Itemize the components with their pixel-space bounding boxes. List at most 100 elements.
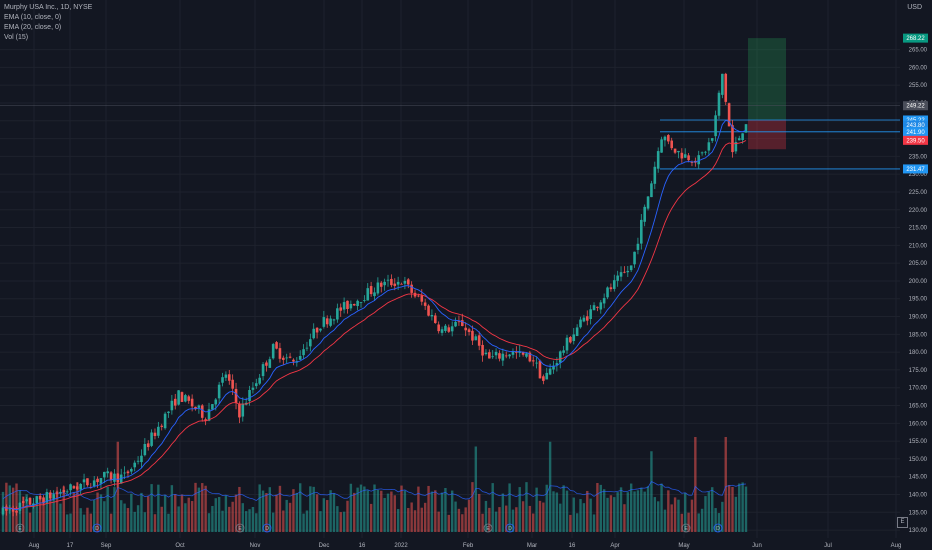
candle-body	[498, 353, 501, 359]
y-tick-label: 255.00	[909, 83, 928, 89]
candle-body	[714, 115, 717, 137]
volume-bar	[322, 498, 326, 532]
volume-bar	[606, 497, 609, 532]
volume-bar	[285, 499, 288, 532]
volume-bar	[241, 503, 244, 532]
volume-bar	[315, 494, 319, 532]
volume-bar	[565, 490, 569, 532]
volume-bar	[498, 507, 501, 532]
candle-body	[38, 495, 42, 500]
symbol-title[interactable]: Murphy USA Inc., 1D, NYSE	[4, 4, 93, 11]
volume-bar	[65, 514, 69, 532]
candle-body	[656, 151, 660, 169]
candle-body	[467, 329, 471, 333]
volume-bar	[609, 495, 613, 532]
candle-body	[278, 348, 282, 359]
loss-zone	[748, 119, 786, 150]
candle-body	[329, 318, 332, 326]
volume-bar	[339, 512, 342, 532]
volume-bar	[586, 490, 589, 532]
volume-bar	[326, 500, 329, 532]
candle-body	[254, 383, 258, 387]
x-tick-label: Aug	[29, 543, 40, 549]
candle-body	[548, 368, 552, 375]
candle-body	[383, 281, 386, 286]
volume-bar	[25, 494, 28, 532]
volume-bar	[28, 512, 32, 532]
volume-bar	[383, 497, 386, 532]
volume-bar	[349, 483, 353, 532]
candle-body	[592, 305, 596, 311]
volume-bar	[552, 491, 555, 532]
candle-body	[146, 443, 150, 448]
volume-bar	[275, 494, 278, 532]
candle-body	[130, 468, 133, 472]
candle-body	[224, 374, 228, 378]
volume-bar	[221, 510, 224, 532]
candle-body	[143, 443, 147, 456]
candle-body	[373, 292, 376, 297]
candle-body	[59, 491, 62, 494]
ema20-legend[interactable]: EMA (20, close, 0)	[4, 24, 62, 31]
volume-bar	[69, 513, 72, 532]
y-tick-label: 130.00	[909, 528, 928, 534]
candle-body	[292, 359, 295, 362]
volume-bar	[336, 506, 339, 532]
x-tick-label: 16	[569, 543, 576, 549]
candle-body	[667, 135, 670, 142]
volume-bar	[353, 492, 356, 532]
x-tick-label: Jun	[752, 543, 762, 549]
candle-body	[582, 317, 586, 322]
y-tick-label: 160.00	[909, 421, 928, 427]
candle-body	[572, 334, 576, 341]
candle-body	[309, 339, 312, 347]
candle-body	[731, 125, 734, 153]
volume-bar	[491, 483, 494, 532]
candle-body	[160, 425, 164, 427]
candle-body	[481, 344, 484, 356]
ema10-legend[interactable]: EMA (10, close, 0)	[4, 14, 62, 21]
volume-bar	[434, 490, 437, 532]
candle-body	[99, 478, 103, 484]
volume-bar	[96, 492, 99, 532]
candle-body	[569, 337, 572, 343]
candle-body	[386, 279, 390, 281]
ema20-line	[2, 140, 747, 510]
volume-bar	[741, 482, 744, 532]
x-tick-label: 2022	[394, 543, 408, 549]
candle-body	[214, 399, 218, 405]
tradingview-logo-icon[interactable]: E	[897, 517, 908, 528]
candle-body	[339, 307, 343, 311]
candle-body	[136, 460, 140, 462]
candle-body	[518, 351, 522, 353]
volume-bar	[86, 507, 89, 532]
candle-body	[589, 309, 592, 319]
candle-body	[167, 411, 170, 413]
volume-bar	[136, 505, 140, 532]
volume-bar	[575, 513, 579, 532]
volume-bar	[714, 508, 717, 532]
volume-bar	[157, 484, 160, 532]
volume-bar	[477, 493, 481, 532]
currency-label[interactable]: USD	[907, 4, 922, 11]
event-marker-icon: D	[505, 523, 515, 533]
volume-bar	[670, 504, 673, 532]
volume-bar	[123, 503, 126, 532]
candle-body	[271, 344, 275, 359]
svg-text:D: D	[508, 526, 512, 532]
volume-bar	[471, 482, 474, 532]
candle-body	[48, 492, 52, 499]
candle-body	[170, 400, 174, 411]
candle-body	[606, 287, 609, 298]
candle-body	[28, 497, 32, 505]
candle-body	[221, 377, 224, 383]
volume-bar	[329, 490, 332, 532]
candle-body	[369, 286, 373, 295]
volume-legend[interactable]: Vol (15)	[4, 34, 29, 41]
candle-body	[444, 325, 447, 331]
y-tick-label: 260.00	[909, 65, 928, 71]
volume-bar	[734, 496, 738, 532]
volume-bar	[363, 486, 366, 532]
candle-body	[35, 496, 39, 503]
